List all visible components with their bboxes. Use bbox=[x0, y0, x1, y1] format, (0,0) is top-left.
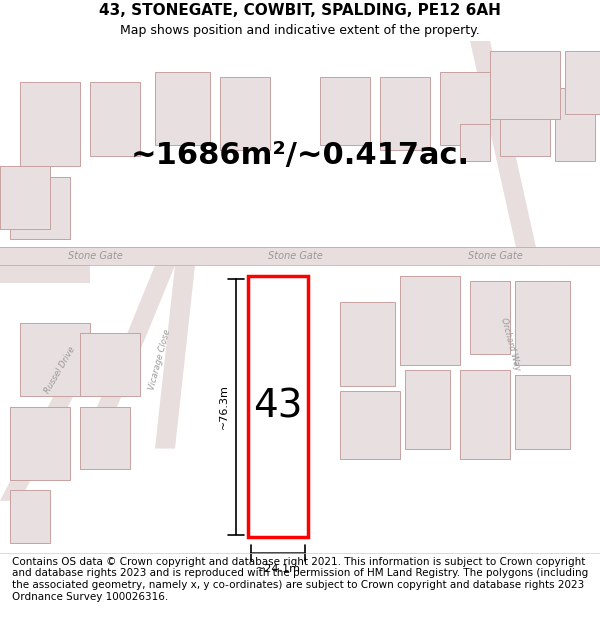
Text: 43, STONEGATE, COWBIT, SPALDING, PE12 6AH: 43, STONEGATE, COWBIT, SPALDING, PE12 6A… bbox=[99, 2, 501, 18]
Text: Stone Gate: Stone Gate bbox=[467, 251, 523, 261]
Polygon shape bbox=[0, 166, 50, 229]
Text: ~24.1m: ~24.1m bbox=[256, 564, 301, 574]
Text: Russel Drive: Russel Drive bbox=[43, 345, 77, 395]
Polygon shape bbox=[80, 334, 140, 396]
Text: ~1686m²/~0.417ac.: ~1686m²/~0.417ac. bbox=[130, 141, 470, 170]
Polygon shape bbox=[400, 276, 460, 365]
Polygon shape bbox=[340, 391, 400, 459]
Text: Orchard Way: Orchard Way bbox=[499, 316, 521, 371]
Polygon shape bbox=[80, 407, 130, 469]
Polygon shape bbox=[460, 370, 510, 459]
Polygon shape bbox=[320, 78, 370, 145]
Text: ~76.3m: ~76.3m bbox=[219, 384, 229, 429]
Polygon shape bbox=[470, 281, 510, 354]
Text: Map shows position and indicative extent of the property.: Map shows position and indicative extent… bbox=[120, 24, 480, 37]
Polygon shape bbox=[20, 82, 80, 166]
Text: Contains OS data © Crown copyright and database right 2021. This information is : Contains OS data © Crown copyright and d… bbox=[12, 557, 588, 601]
Text: Stone Gate: Stone Gate bbox=[68, 251, 122, 261]
Polygon shape bbox=[515, 281, 570, 365]
Polygon shape bbox=[155, 266, 195, 449]
Polygon shape bbox=[0, 247, 600, 266]
Polygon shape bbox=[405, 370, 450, 449]
Polygon shape bbox=[500, 82, 550, 156]
Polygon shape bbox=[380, 78, 430, 151]
Text: Stone Gate: Stone Gate bbox=[268, 251, 322, 261]
Text: Vicarage Close: Vicarage Close bbox=[148, 328, 172, 391]
Polygon shape bbox=[10, 407, 70, 480]
Polygon shape bbox=[470, 41, 540, 266]
Polygon shape bbox=[460, 124, 490, 161]
Polygon shape bbox=[220, 78, 270, 151]
Polygon shape bbox=[490, 51, 560, 119]
Polygon shape bbox=[10, 491, 50, 542]
Polygon shape bbox=[80, 266, 175, 449]
Polygon shape bbox=[555, 88, 595, 161]
Polygon shape bbox=[340, 302, 395, 386]
Polygon shape bbox=[90, 82, 140, 156]
Text: 43: 43 bbox=[253, 388, 303, 426]
Polygon shape bbox=[248, 276, 308, 538]
Polygon shape bbox=[515, 376, 570, 449]
Polygon shape bbox=[565, 51, 600, 114]
Polygon shape bbox=[0, 344, 100, 501]
Polygon shape bbox=[20, 323, 90, 396]
Polygon shape bbox=[440, 72, 490, 145]
Polygon shape bbox=[0, 266, 90, 283]
Polygon shape bbox=[155, 72, 210, 145]
Polygon shape bbox=[10, 177, 70, 239]
